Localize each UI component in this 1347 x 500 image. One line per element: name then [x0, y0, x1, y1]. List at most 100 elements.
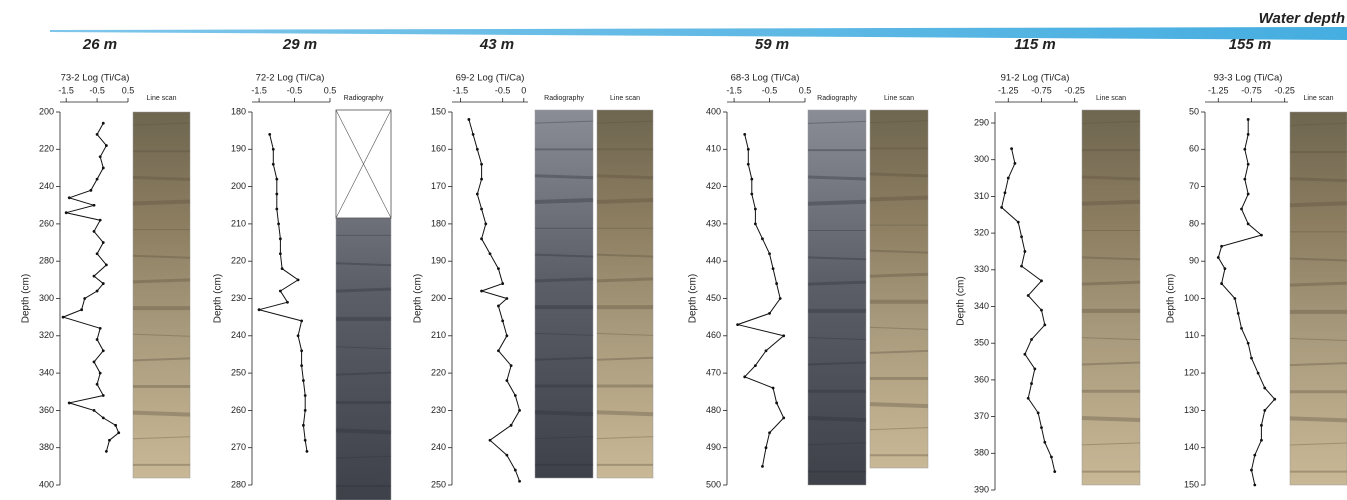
y-tick-label: 500 — [706, 479, 721, 489]
ti-ca-point — [505, 297, 509, 300]
y-tick-label: 150 — [431, 106, 446, 116]
y-tick-label: 460 — [706, 330, 721, 340]
y-tick-label: 250 — [431, 479, 446, 489]
ti-ca-point — [296, 278, 300, 282]
ti-ca-point — [114, 423, 118, 427]
x-tick-label: -1.25 — [1208, 85, 1229, 95]
ti-ca-point — [67, 401, 71, 405]
x-tick-label: 0.5 — [324, 85, 337, 95]
core-banding — [596, 356, 654, 361]
ti-ca-point — [1030, 382, 1033, 385]
core-banding — [534, 120, 594, 124]
core-banding — [534, 356, 594, 361]
y-tick-label: 210 — [231, 218, 246, 228]
x-tick-label: 0.5 — [799, 85, 812, 95]
y-tick-label: 430 — [706, 218, 721, 228]
ti-ca-point — [1250, 356, 1253, 360]
ti-ca-point — [1263, 409, 1267, 412]
ti-ca-point — [1026, 396, 1030, 400]
core-image — [596, 109, 654, 479]
core-image — [869, 109, 929, 469]
core-banding — [335, 455, 392, 459]
panel-title: 69-2 Log (Ti/Ca) — [456, 73, 525, 84]
strip-label: Radiography — [344, 95, 384, 102]
ti-ca-point — [761, 464, 764, 468]
ti-ca-point — [1260, 423, 1263, 427]
core-banding — [869, 402, 929, 409]
ti-ca-point — [61, 315, 65, 319]
ti-ca-point — [782, 334, 786, 338]
core-banding — [335, 428, 392, 435]
ti-ca-line — [1217, 119, 1276, 486]
y-tick-label: 230 — [431, 405, 446, 415]
core-banding — [807, 416, 867, 423]
ti-ca-point — [1026, 294, 1030, 297]
y-tick-label: 310 — [974, 191, 989, 201]
ti-ca-point — [101, 282, 105, 285]
ti-ca-point — [1260, 438, 1263, 442]
ti-ca-point — [278, 252, 282, 256]
ti-ca-point — [95, 252, 99, 256]
ti-ca-point — [1000, 206, 1004, 209]
ti-ca-point — [1053, 470, 1057, 474]
core-banding — [807, 337, 867, 341]
ti-ca-point — [271, 162, 275, 166]
ti-ca-point — [743, 132, 747, 136]
core-image — [1081, 109, 1141, 486]
ti-ca-point — [98, 326, 102, 330]
ti-ca-point — [1020, 235, 1023, 239]
y-tick-label: 330 — [974, 264, 989, 274]
y-tick-label: 300 — [39, 293, 54, 303]
core-banding — [1081, 120, 1141, 124]
ti-ca-point — [1016, 220, 1020, 224]
core-banding — [807, 175, 867, 181]
ti-ca-point — [764, 446, 768, 450]
core-banding — [132, 175, 191, 181]
y-axis-label: Depth (cm) — [1166, 274, 1177, 323]
ti-ca-point — [95, 177, 99, 181]
ti-ca-point — [480, 162, 483, 166]
core-banding — [132, 122, 191, 126]
core-banding — [807, 442, 867, 446]
ti-ca-point — [1040, 426, 1043, 430]
ti-ca-point — [509, 423, 513, 427]
ti-ca-point — [1033, 367, 1037, 371]
ti-ca-point — [278, 289, 282, 293]
ti-ca-point — [505, 453, 509, 457]
ti-ca-point — [471, 132, 475, 136]
ti-ca-point — [300, 349, 304, 353]
ti-ca-point — [746, 162, 750, 166]
ti-ca-point — [92, 229, 96, 233]
core-banding — [1289, 442, 1347, 446]
ti-ca-point — [275, 207, 279, 211]
ti-ca-point — [275, 177, 279, 181]
core-banding — [596, 332, 654, 336]
ti-ca-point — [1043, 440, 1047, 444]
y-tick-label: 360 — [974, 374, 989, 384]
ti-ca-point — [104, 263, 108, 267]
y-tick-label: 180 — [431, 218, 446, 228]
ti-ca-point — [1253, 483, 1257, 487]
y-tick-label: 390 — [974, 484, 989, 494]
core-banding — [132, 278, 191, 284]
ti-ca-point — [488, 252, 492, 256]
ti-ca-point — [92, 274, 96, 278]
y-tick-label: 400 — [39, 479, 54, 489]
y-axis-label: Depth (cm) — [688, 274, 699, 323]
ti-ca-point — [1013, 161, 1017, 165]
ti-ca-point — [501, 319, 505, 323]
ti-ca-point — [92, 203, 96, 207]
ti-ca-point — [518, 409, 521, 412]
y-tick-label: 90 — [1189, 256, 1199, 266]
ti-ca-point — [768, 431, 771, 435]
core-banding — [534, 174, 594, 180]
ti-ca-point — [505, 379, 509, 382]
ti-ca-point — [1030, 338, 1033, 341]
core-banding — [596, 198, 654, 204]
strip-label: Line scan — [1304, 95, 1334, 102]
water-depth: 155 m — [1229, 36, 1272, 53]
y-tick-label: 200 — [39, 106, 54, 116]
ti-ca-point — [300, 319, 304, 323]
y-tick-label: 240 — [231, 330, 246, 340]
core-banding — [1289, 281, 1347, 287]
